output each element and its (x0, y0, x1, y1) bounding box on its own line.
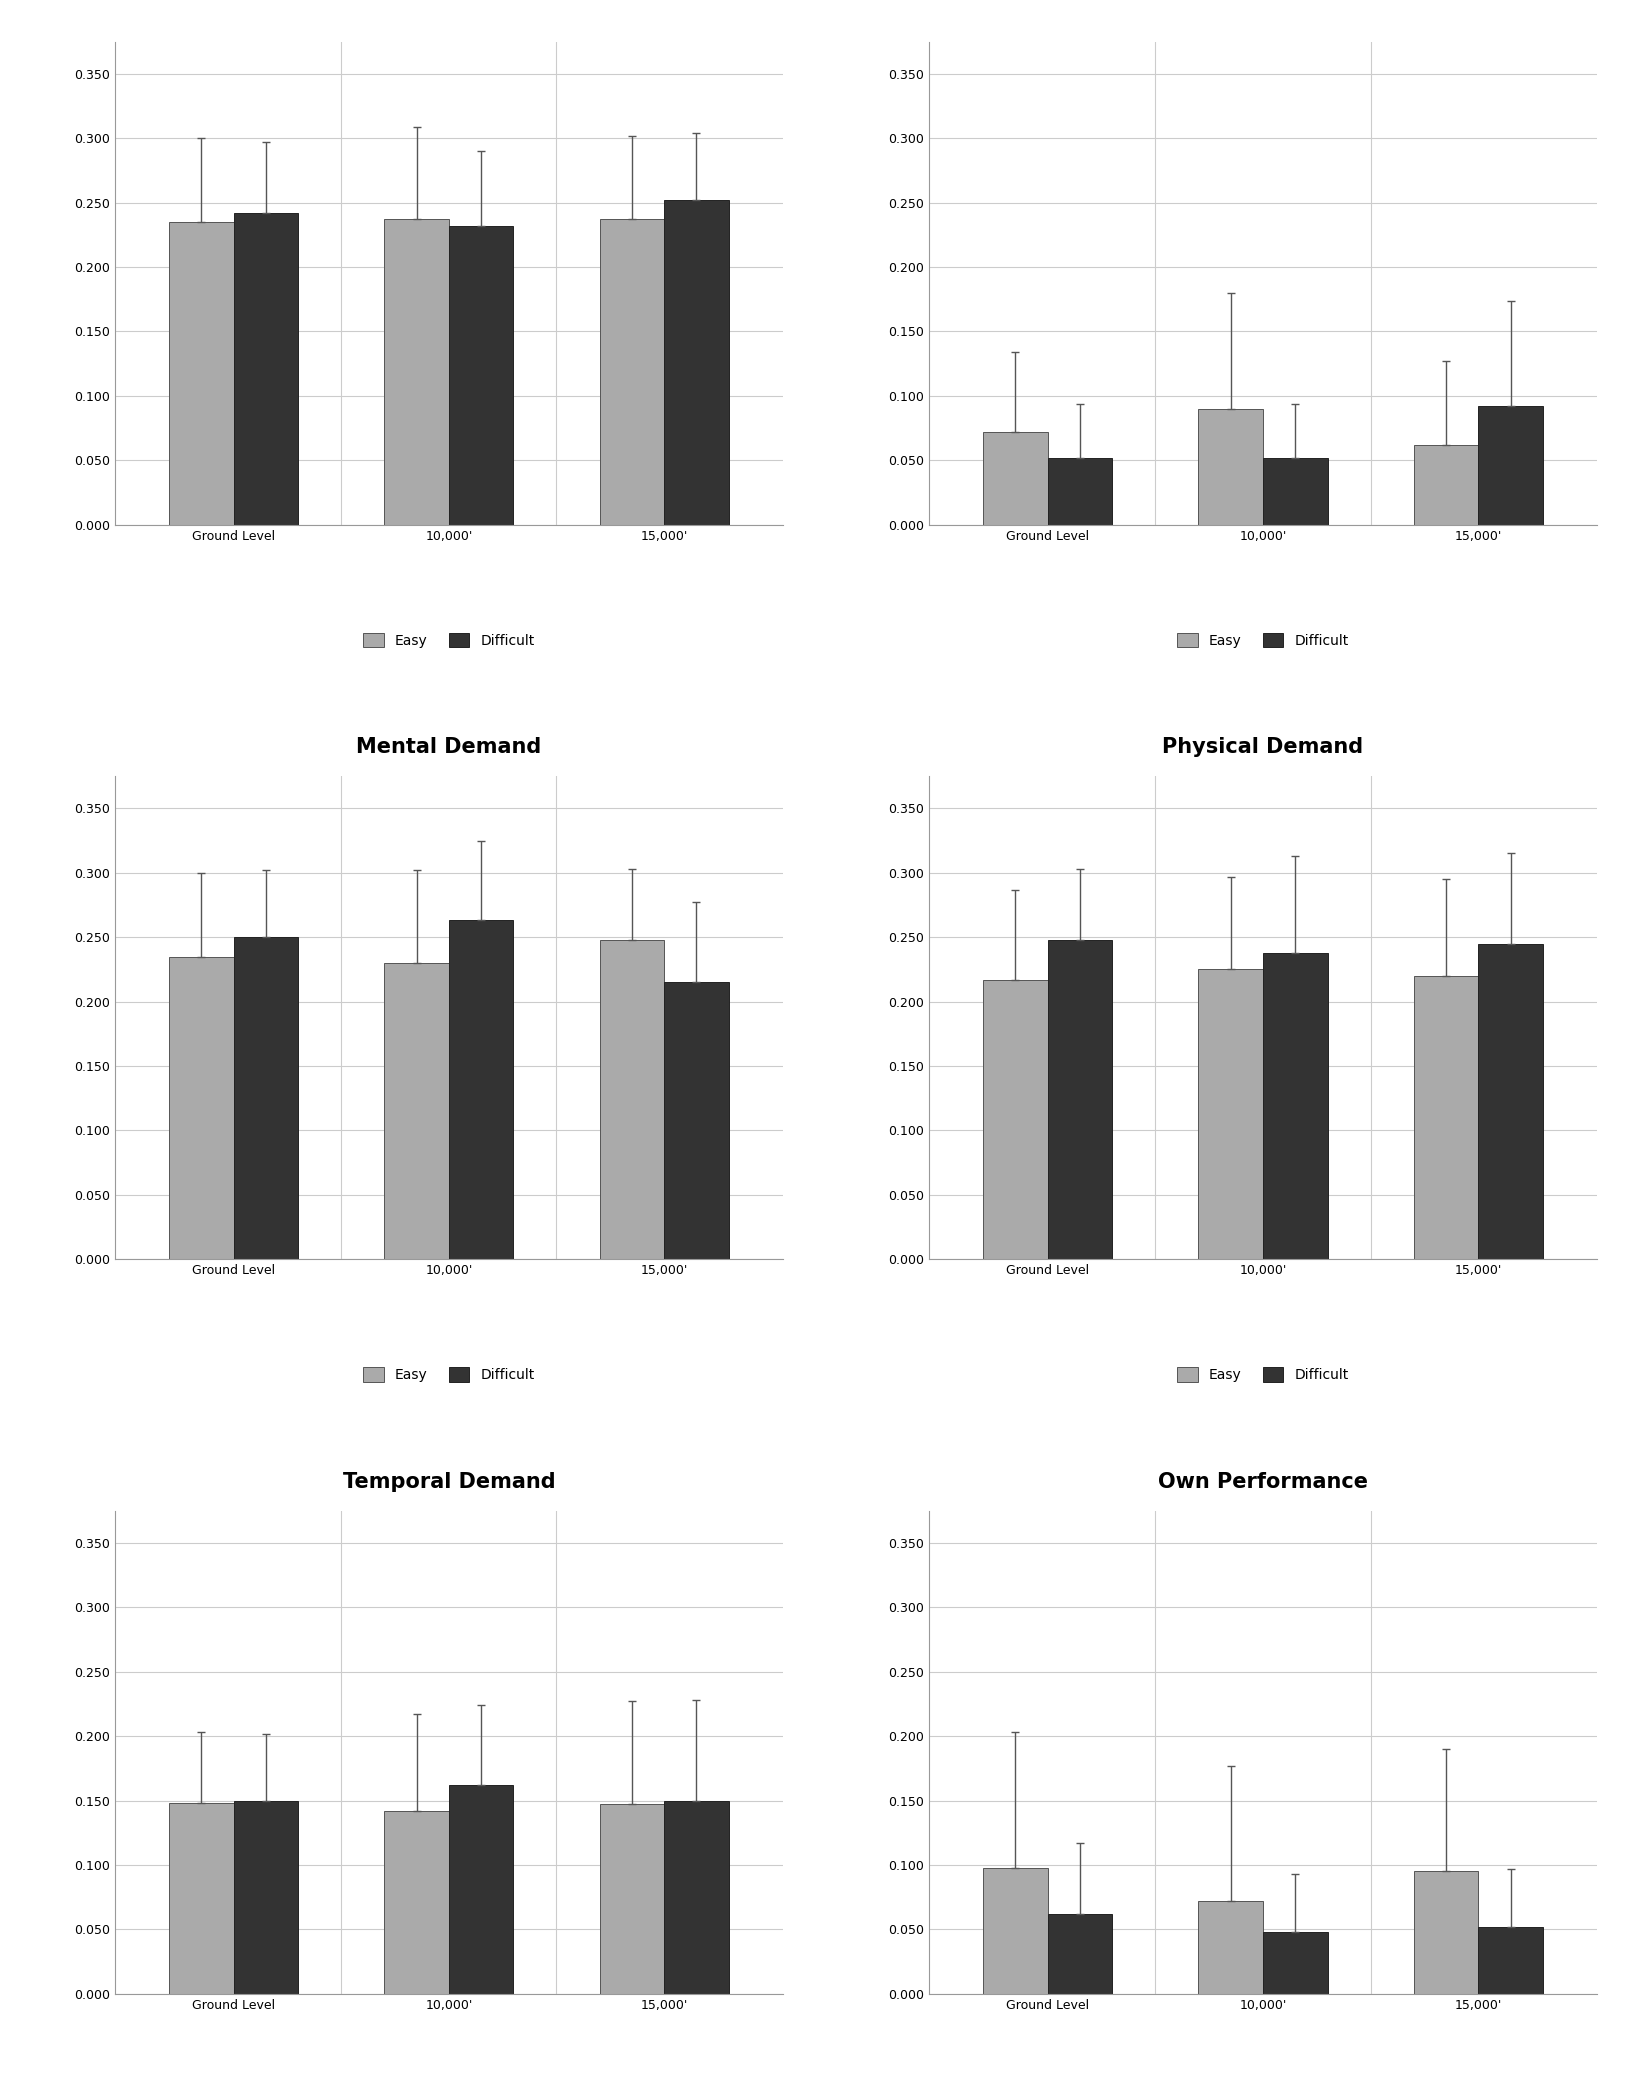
Bar (663, 982, 729, 1259)
Bar (1478, 943, 1542, 1259)
Bar (663, 199, 729, 525)
Bar (599, 1805, 663, 1994)
Bar (1262, 457, 1328, 525)
Bar (234, 1801, 298, 1994)
Bar (1414, 976, 1478, 1259)
Bar (1198, 409, 1262, 525)
Bar (599, 220, 663, 525)
Bar (384, 964, 449, 1259)
Bar (384, 220, 449, 525)
Text: Mental Demand: Mental Demand (356, 737, 542, 758)
Bar (983, 980, 1049, 1259)
Bar (599, 939, 663, 1259)
Bar (1198, 970, 1262, 1259)
Bar (170, 222, 234, 525)
Bar (384, 1811, 449, 1994)
Bar (449, 226, 514, 525)
Text: Temporal Demand: Temporal Demand (342, 1473, 555, 1491)
Legend: Easy, Difficult: Easy, Difficult (357, 627, 540, 652)
Bar (1262, 1932, 1328, 1994)
Bar (983, 432, 1049, 525)
Text: Own Performance: Own Performance (1159, 1473, 1368, 1491)
Bar (449, 920, 514, 1259)
Bar (234, 937, 298, 1259)
Bar (170, 1803, 234, 1994)
Bar (1478, 1927, 1542, 1994)
Bar (1262, 953, 1328, 1259)
Bar (1049, 939, 1113, 1259)
Legend: Easy, Difficult: Easy, Difficult (1172, 1363, 1355, 1387)
Bar (1049, 1915, 1113, 1994)
Bar (1414, 444, 1478, 525)
Bar (663, 1801, 729, 1994)
Legend: Easy, Difficult: Easy, Difficult (1172, 627, 1355, 652)
Legend: Easy, Difficult: Easy, Difficult (357, 1363, 540, 1387)
Bar (1478, 407, 1542, 525)
Bar (1049, 457, 1113, 525)
Bar (170, 957, 234, 1259)
Text: Physical Demand: Physical Demand (1162, 737, 1363, 758)
Bar (449, 1784, 514, 1994)
Bar (1198, 1900, 1262, 1994)
Bar (1414, 1871, 1478, 1994)
Bar (234, 214, 298, 525)
Bar (983, 1867, 1049, 1994)
